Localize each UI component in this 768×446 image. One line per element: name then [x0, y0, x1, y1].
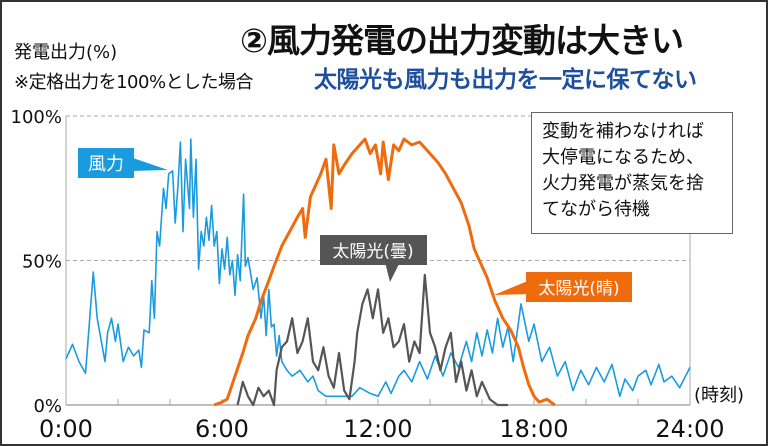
- annotation-note: 変動を補わなければ 大停電になるため、 火力発電が蒸気を捨 てながら待機: [531, 112, 733, 234]
- solar-clear-label-box: [526, 272, 632, 302]
- x-tick-label: 0:00: [39, 415, 93, 443]
- note-line: 大停電になるため、: [542, 147, 704, 168]
- chart-title: ②風力発電の出力変動は大きい: [240, 21, 684, 60]
- y-tick-label: 50%: [22, 252, 62, 273]
- wind-series-line: [65, 138, 691, 398]
- y-tick-label: 0%: [33, 396, 62, 417]
- x-tick-label: 6:00: [195, 415, 249, 443]
- x-tick-label: 24:00: [655, 415, 724, 443]
- wind-label: 風力: [88, 154, 124, 175]
- x-tick-label: 18:00: [499, 415, 568, 443]
- note-line: てながら待機: [542, 199, 650, 220]
- clear-callout-pointer: [494, 280, 530, 295]
- chart-subtitle: 太陽光も風力も出力を一定に保てない: [314, 67, 697, 93]
- wind-label-box: [78, 148, 134, 178]
- solar-clear-series-line: [213, 137, 556, 407]
- x-tick-label: 12:00: [343, 415, 412, 443]
- note-line: 変動を補わなければ: [542, 121, 704, 142]
- solar-cloudy-label-box: [320, 235, 427, 265]
- y-axis-note: ※定格出力を100%とした場合: [14, 72, 254, 93]
- solar-cloudy-label: 太陽光(曇): [332, 242, 413, 262]
- y-axis-label: 発電出力(%): [14, 42, 118, 63]
- y-tick-label: 100%: [11, 107, 62, 128]
- solar-clear-label: 太陽光(晴): [538, 279, 619, 299]
- wind-callout-pointer: [130, 157, 168, 171]
- note-line: 火力発電が蒸気を捨: [542, 173, 704, 194]
- x-axis-label: (時刻): [694, 385, 744, 406]
- cloudy-callout-pointer: [385, 262, 400, 282]
- solar-cloudy-series-line: [236, 273, 508, 407]
